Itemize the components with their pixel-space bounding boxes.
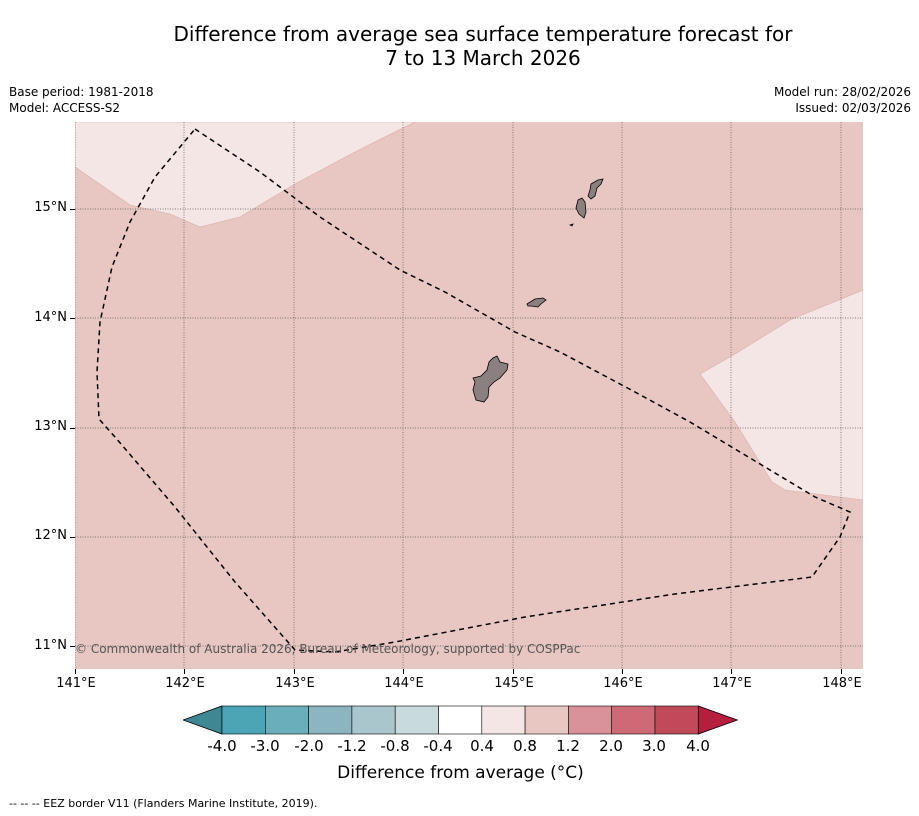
footnote: -- -- -- EEZ border V11 (Flanders Marine… (9, 797, 318, 810)
meta-right: Model run: 28/02/2026 Issued: 02/03/2026 (774, 84, 911, 116)
island-guam (472, 355, 509, 403)
colorbar-segment (221, 705, 266, 735)
colorbar-segment (654, 705, 699, 735)
tick-lon-147 (731, 669, 732, 674)
colorbar-segment (611, 705, 656, 735)
title-line-2: 7 to 13 March 2026 (385, 46, 581, 70)
tick-lat-12 (70, 537, 75, 538)
gridlines (75, 122, 863, 669)
colorbar-label-1: -3.0 (250, 737, 280, 755)
colorbar-segment (265, 705, 309, 735)
colorbar-label-2: -2.0 (294, 737, 324, 755)
title-line-1: Difference from average sea surface temp… (173, 22, 793, 46)
tick-lon-146 (622, 669, 623, 674)
lat-label-14: 14°N (34, 310, 67, 325)
colorbar-label-7: 0.8 (513, 737, 537, 755)
colorbar-label-5: -0.4 (423, 737, 453, 755)
lon-label-144: 144°E (384, 676, 424, 691)
lon-label-143: 143°E (275, 676, 315, 691)
island-tinian (575, 197, 587, 219)
colorbar-title: Difference from average (°C) (337, 763, 584, 783)
issued-date: Issued: 02/03/2026 (795, 101, 911, 115)
island-rota (526, 297, 547, 308)
tick-lon-145 (513, 669, 514, 674)
colorbar-segment (568, 705, 612, 735)
model-run: Model run: 28/02/2026 (773, 85, 911, 99)
tick-lat-15 (70, 209, 75, 210)
eez-border (96, 128, 851, 653)
tick-lon-141 (75, 669, 76, 674)
colorbar-label-9: 2.0 (599, 737, 623, 755)
lon-label-147: 147°E (712, 676, 752, 691)
colorbar (183, 705, 739, 735)
colorbar-extend-low (183, 705, 223, 735)
sst-anomaly-light-nw (75, 122, 416, 228)
colorbar-label-10: 3.0 (642, 737, 666, 755)
meta-left: Base period: 1981-2018 Model: ACCESS-S2 (9, 84, 154, 116)
colorbar-label-4: -0.8 (380, 737, 410, 755)
tick-lat-13 (70, 428, 75, 429)
tick-lat-14 (70, 318, 75, 319)
map-area (75, 122, 863, 669)
colorbar-label-0: -4.0 (207, 737, 237, 755)
colorbar-segment (438, 705, 483, 735)
lon-label-146: 146°E (603, 676, 643, 691)
tick-lon-142 (184, 669, 185, 674)
lon-label-145: 145°E (494, 676, 534, 691)
lon-label-142: 142°E (165, 676, 205, 691)
base-period: Base period: 1981-2018 (9, 85, 154, 99)
copyright-notice: © Commonwealth of Australia 2026, Bureau… (75, 642, 581, 656)
colorbar-segment (308, 705, 353, 735)
sst-anomaly-light-east (699, 289, 863, 501)
lat-label-13: 13°N (34, 419, 67, 434)
island-saipan (587, 178, 604, 200)
colorbar-label-11: 4.0 (686, 737, 710, 755)
lon-label-148: 148°E (822, 676, 862, 691)
colorbar-label-8: 1.2 (556, 737, 580, 755)
colorbar-segment (351, 705, 396, 735)
lon-label-141: 141°E (56, 676, 96, 691)
lat-label-15: 15°N (34, 200, 67, 215)
colorbar-segment (394, 705, 439, 735)
colorbar-segment (481, 705, 526, 735)
tick-lon-144 (403, 669, 404, 674)
lat-label-12: 12°N (34, 528, 67, 543)
map-svg (75, 122, 863, 669)
island-aguijan (568, 223, 574, 227)
model-name: Model: ACCESS-S2 (9, 101, 121, 115)
islands (472, 178, 604, 403)
tick-lon-148 (841, 669, 842, 674)
lat-label-11: 11°N (34, 638, 67, 653)
colorbar-segment (524, 705, 569, 735)
tick-lat-11 (70, 646, 75, 647)
colorbar-label-3: -1.2 (337, 737, 367, 755)
chart-title: Difference from average sea surface temp… (0, 22, 919, 70)
tick-lon-143 (294, 669, 295, 674)
colorbar-label-6: 0.4 (470, 737, 494, 755)
colorbar-extend-high (697, 705, 739, 735)
